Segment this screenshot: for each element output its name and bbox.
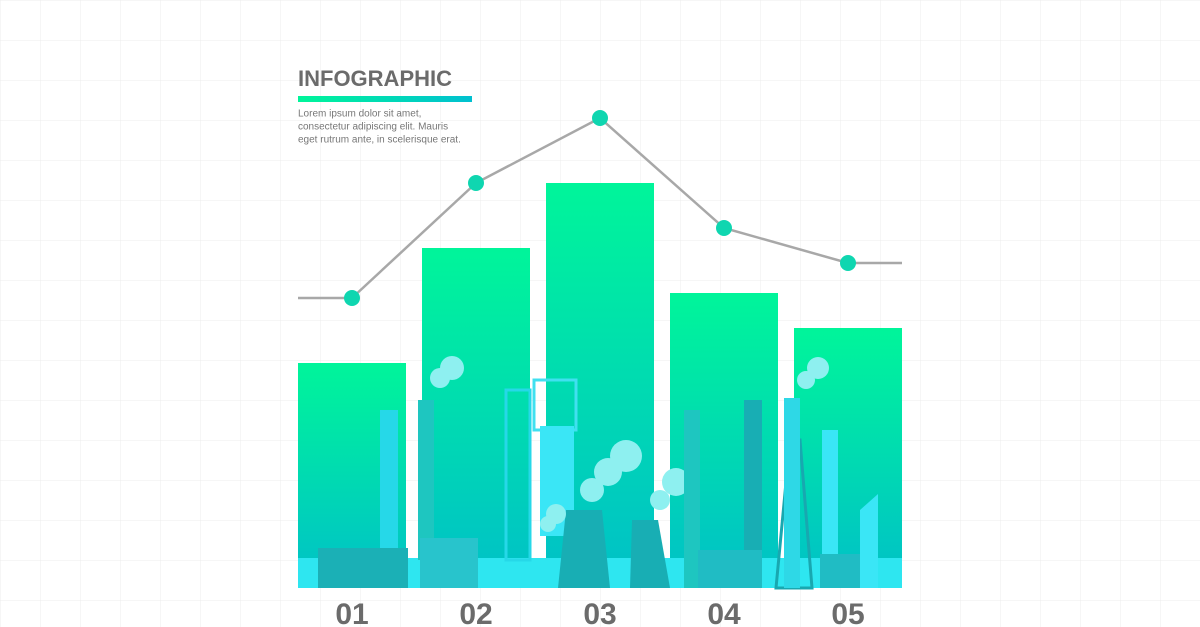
description: consectetur adipiscing elit. Mauris xyxy=(298,122,448,133)
x-tick-label: 03 xyxy=(583,598,616,627)
x-tick-label: 02 xyxy=(459,598,492,627)
line-marker xyxy=(716,220,732,236)
bar xyxy=(422,248,530,588)
line-marker xyxy=(592,110,608,126)
line-marker xyxy=(468,175,484,191)
overlay: 01 02 03 04 05 xyxy=(298,110,902,627)
x-tick-label: 01 xyxy=(335,598,368,627)
title-underline xyxy=(298,96,472,102)
line-marker xyxy=(840,255,856,271)
factory-skyline xyxy=(298,356,902,590)
chart-title: INFOGRAPHIC xyxy=(298,66,452,91)
x-tick-label: 05 xyxy=(831,598,864,627)
description: Lorem ipsum dolor sit amet, xyxy=(298,109,421,120)
description: eget rutrum ante, in scelerisque erat. xyxy=(298,135,461,146)
line-marker xyxy=(344,290,360,306)
x-tick-label: 04 xyxy=(707,598,741,627)
